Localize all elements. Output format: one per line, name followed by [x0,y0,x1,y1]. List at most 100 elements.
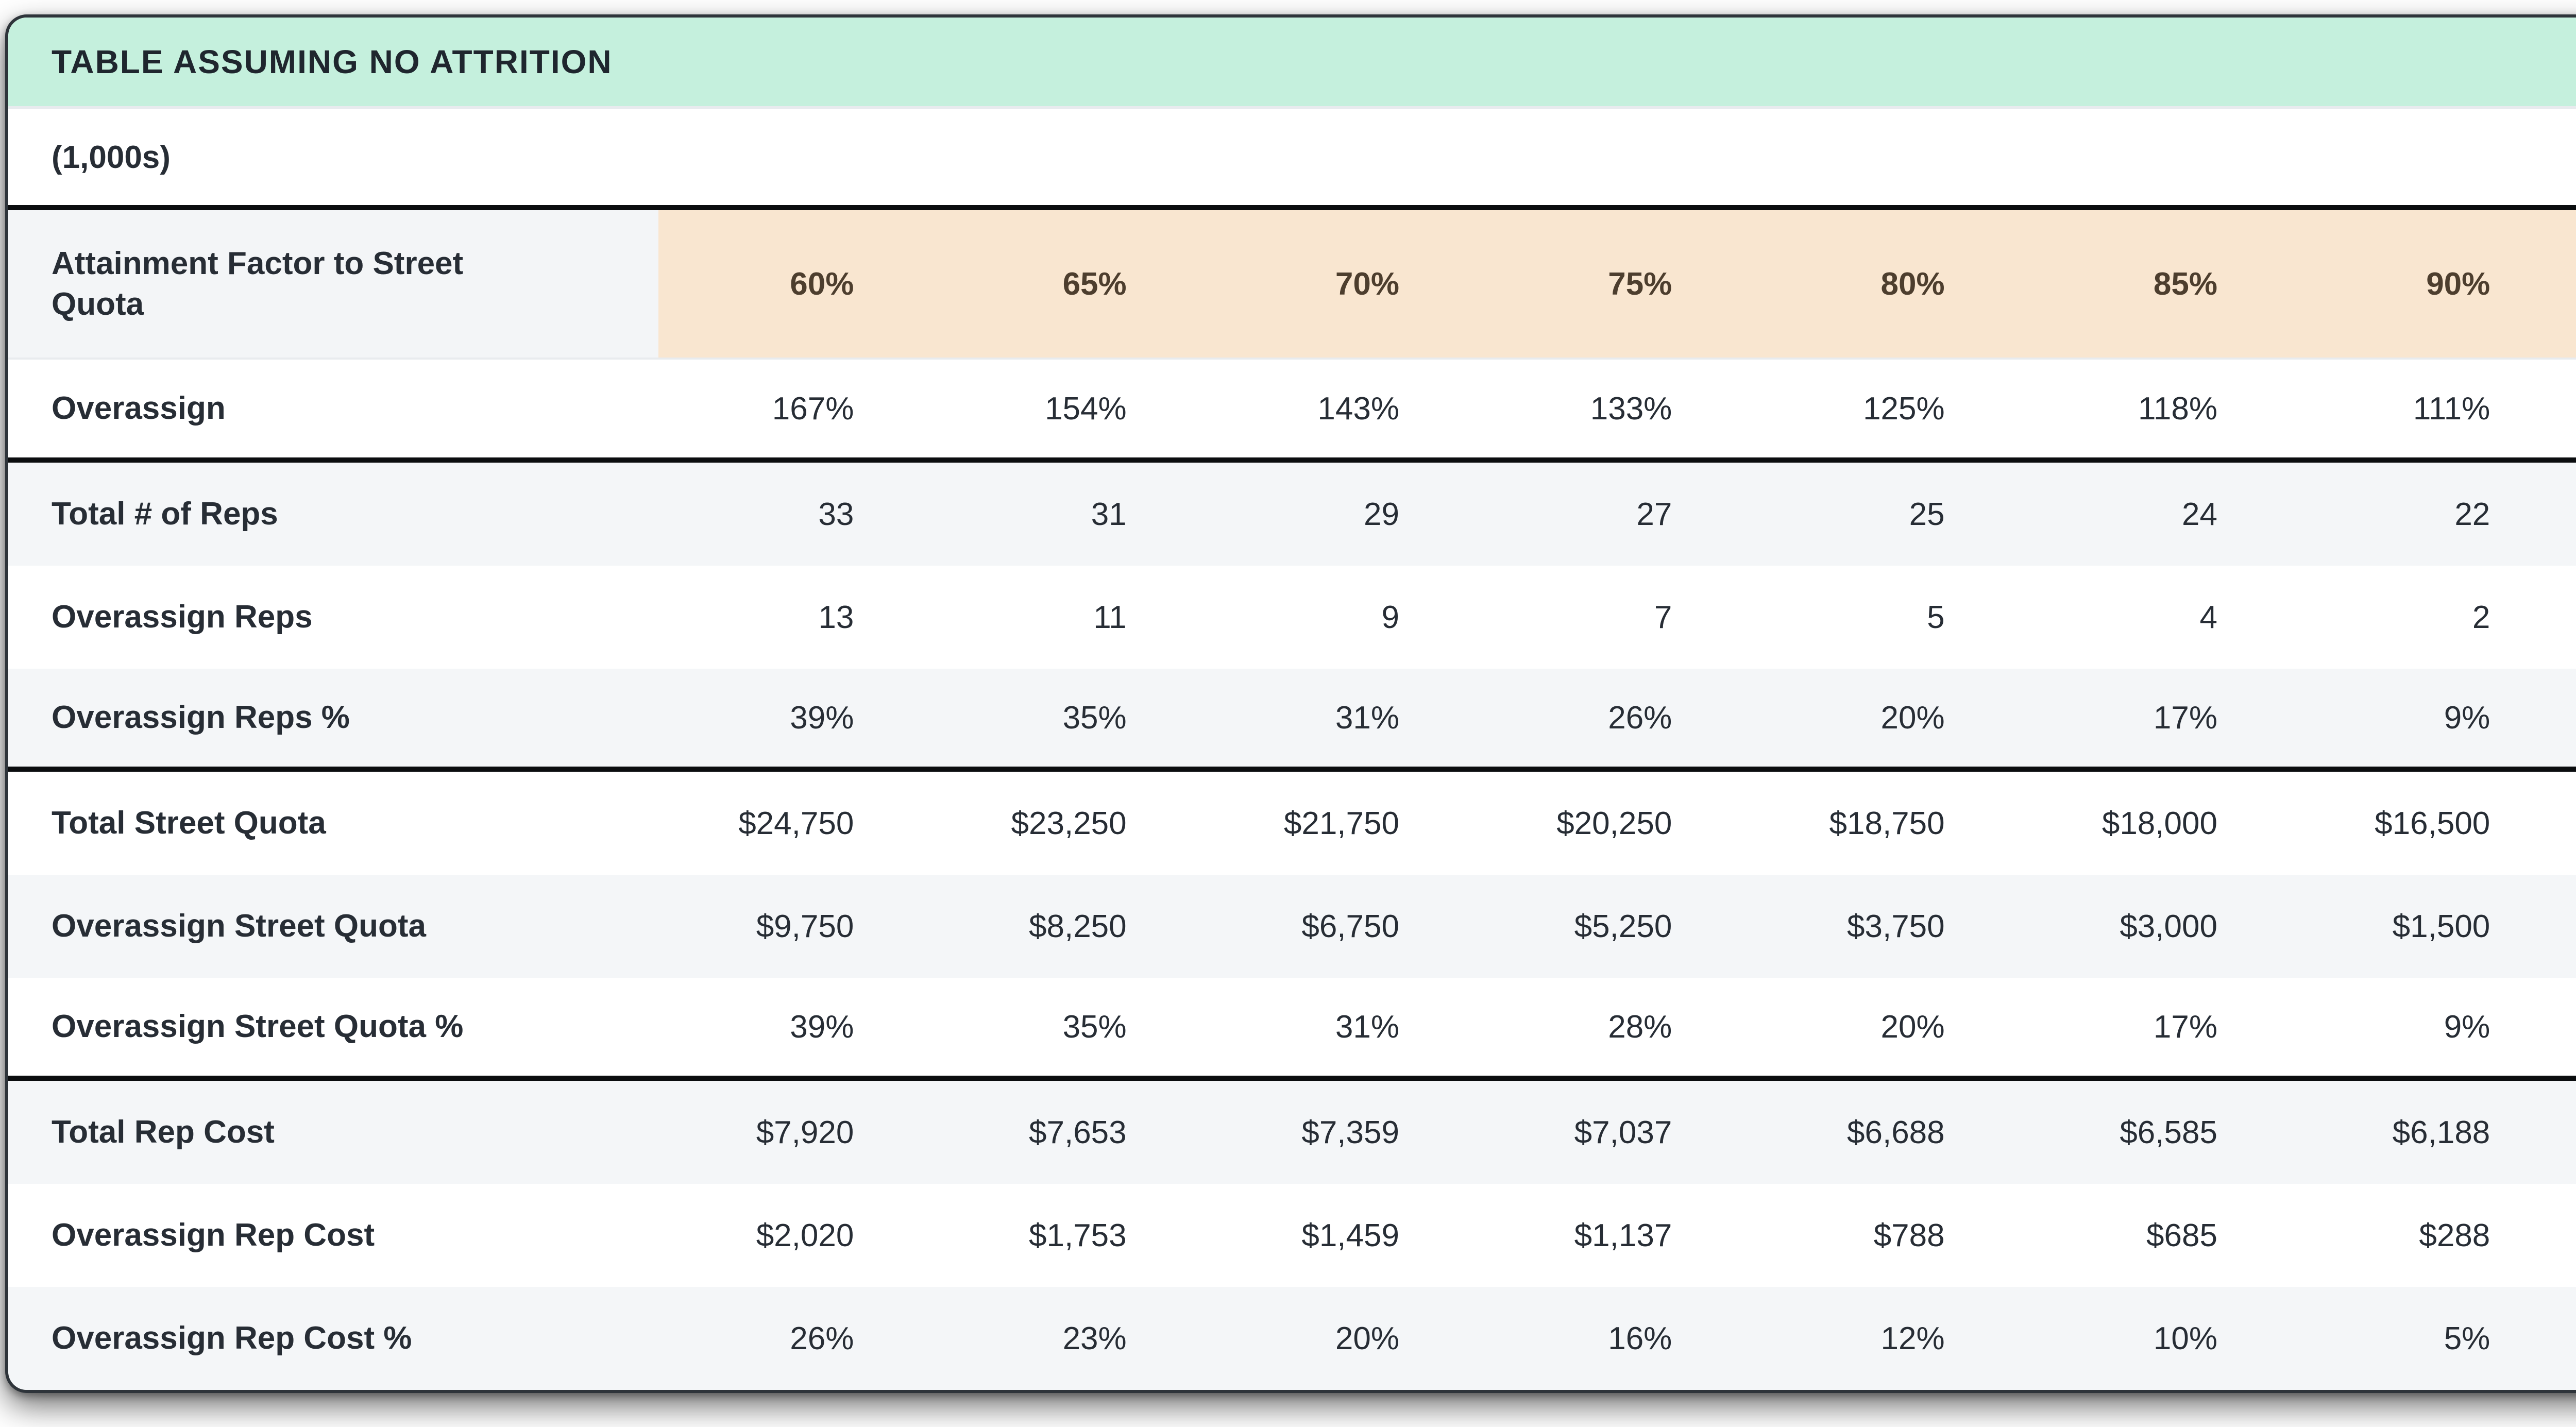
attainment-header-row: Attainment Factor to Street Quota 60% 65%… [8,210,2576,360]
data-cell: $2,020 [756,1217,854,1253]
data-cell: 2 [2472,599,2490,635]
data-cell: $8,250 [1029,908,1127,944]
data-cell: 20% [1880,700,1945,736]
data-cell: $788 [1873,1217,1945,1253]
data-cell: 5% [2567,669,2576,767]
data-cell: 11 [1093,599,1127,635]
data-cell: 33 [818,496,854,532]
data-cell: $1,500 [2392,908,2490,944]
data-cell: 29 [1364,496,1399,532]
table-row: Overassign Reps13119754210 [8,566,2576,669]
data-cell: $21,750 [1283,805,1399,841]
table-body: Overassign167%154%143%133%125%118%111%10… [8,360,2576,1390]
data-cell: $15,750 [2567,772,2576,875]
data-cell: $6,188 [2392,1114,2490,1150]
table-row: Overassign 167% 154% 143% 133% 125% 118% 111% 10… [8,360,2576,463]
attainment-header-label: Attainment Factor to Street Quota [52,245,464,322]
data-cell: $20,250 [1556,805,1672,841]
table-row: Overassign Street Quota $9,750 $8,250 $6,75… [8,875,2576,978]
row-label: Overassign Rep Cost [52,1217,375,1253]
table-row: Overassign Rep Cost $2,020 $1,753 $1,459 $1,… [8,1184,2576,1287]
data-cell: 25 [1909,496,1945,532]
row-label: Overassign Reps % [52,700,350,736]
row-label: Overassign Street Quota [52,908,427,944]
header-cell-65pct: 65% [931,210,1204,358]
data-cell: 167% [772,390,854,427]
data-cell: 31 [1091,496,1127,532]
row-label: Total Rep Cost [52,1114,275,1150]
data-cell: $3,000 [2120,908,2217,944]
data-cell: 5 [1927,599,1945,635]
data-cell: 9 [1381,599,1399,635]
header-cell-60pct: 60% [658,210,931,358]
data-cell: 35% [1062,700,1127,736]
data-cell: 39% [790,700,854,736]
header-cell-85pct: 85% [2022,210,2295,358]
data-cell: 26% [790,1320,854,1356]
attainment-header-label-cell: Attainment Factor to Street Quota [8,210,658,358]
data-cell: $151 [2567,1184,2576,1287]
table-row: Total Street Quota $24,750 $23,250 $21,750 $… [8,772,2576,875]
header-cell-95pct: 95% [2567,210,2576,358]
header-cell-70pct: 70% [1204,210,1477,358]
data-cell: 9% [2444,700,2490,736]
data-cell: $23,250 [1011,805,1127,841]
row-label: Overassign Rep Cost % [52,1320,412,1356]
header-cell-90pct: 90% [2294,210,2568,358]
row-label: Total # of Reps [52,496,278,532]
data-cell: $6,750 [1301,908,1399,944]
header-cell-80pct: 80% [1749,210,2022,358]
data-cell: $685 [2146,1217,2217,1253]
data-cell: $9,750 [756,908,854,944]
row-label: Overassign [52,390,226,427]
data-cell: $6,585 [2120,1114,2217,1150]
data-cell: 35% [1062,1009,1127,1045]
data-cell: $1,459 [1301,1217,1399,1253]
data-cell: $1,753 [1029,1217,1127,1253]
row-label: Total Street Quota [52,805,326,841]
data-cell: 23% [1062,1320,1127,1356]
data-cell: 16% [1608,1320,1672,1356]
table-card: TABLE ASSUMING NO ATTRITION (1,000s) Att… [5,14,2576,1393]
data-cell: 4 [2199,599,2217,635]
data-cell: $6,688 [1847,1114,1945,1150]
table-row: Overassign Street Quota % 39% 35% 31% 28% 20%… [8,978,2576,1081]
data-cell: 27 [1636,496,1672,532]
data-cell: $24,750 [738,805,854,841]
units-note: (1,000s) [52,139,171,175]
data-cell: 17% [2153,1009,2217,1045]
data-cell: 2% [2567,1287,2576,1390]
data-cell: 17% [2153,700,2217,736]
data-cell: 39% [790,1009,854,1045]
data-cell: 105% [2567,360,2576,457]
table-title-bar: TABLE ASSUMING NO ATTRITION [8,18,2576,109]
data-cell: 31% [1335,700,1399,736]
data-cell: 20% [1880,1009,1945,1045]
table-title: TABLE ASSUMING NO ATTRITION [52,43,613,80]
data-cell: 125% [1863,390,1945,427]
header-cell-75pct: 75% [1476,210,1750,358]
data-cell: 5% [2444,1320,2490,1356]
data-cell: 13 [818,599,854,635]
data-cell: 5% [2567,978,2576,1076]
data-cell: 143% [1317,390,1399,427]
data-cell: 1 [2567,566,2576,669]
table-row: Overassign Rep Cost % 26% 23% 20% 16% 12% 10% 5… [8,1287,2576,1390]
data-cell: $7,653 [1029,1114,1127,1150]
data-cell: $1,137 [1574,1217,1672,1253]
data-cell: $7,920 [756,1114,854,1150]
data-cell: $16,500 [2375,805,2490,841]
data-cell: 118% [2138,390,2217,427]
data-cell: 7 [1654,599,1672,635]
data-cell: $3,750 [1847,908,1945,944]
data-cell: 111% [2413,390,2490,427]
row-label: Overassign Street Quota % [52,1009,464,1045]
data-cell: 9% [2444,1009,2490,1045]
data-cell: 133% [1590,390,1672,427]
data-cell: 20% [1335,1320,1399,1356]
data-cell: 31% [1335,1009,1399,1045]
data-cell: 12% [1880,1320,1945,1356]
table-row: Total Rep Cost $7,920 $7,653 $7,359 $7,037 $6… [8,1081,2576,1184]
data-cell: 24 [2182,496,2217,532]
data-cell: $7,037 [1574,1114,1672,1150]
